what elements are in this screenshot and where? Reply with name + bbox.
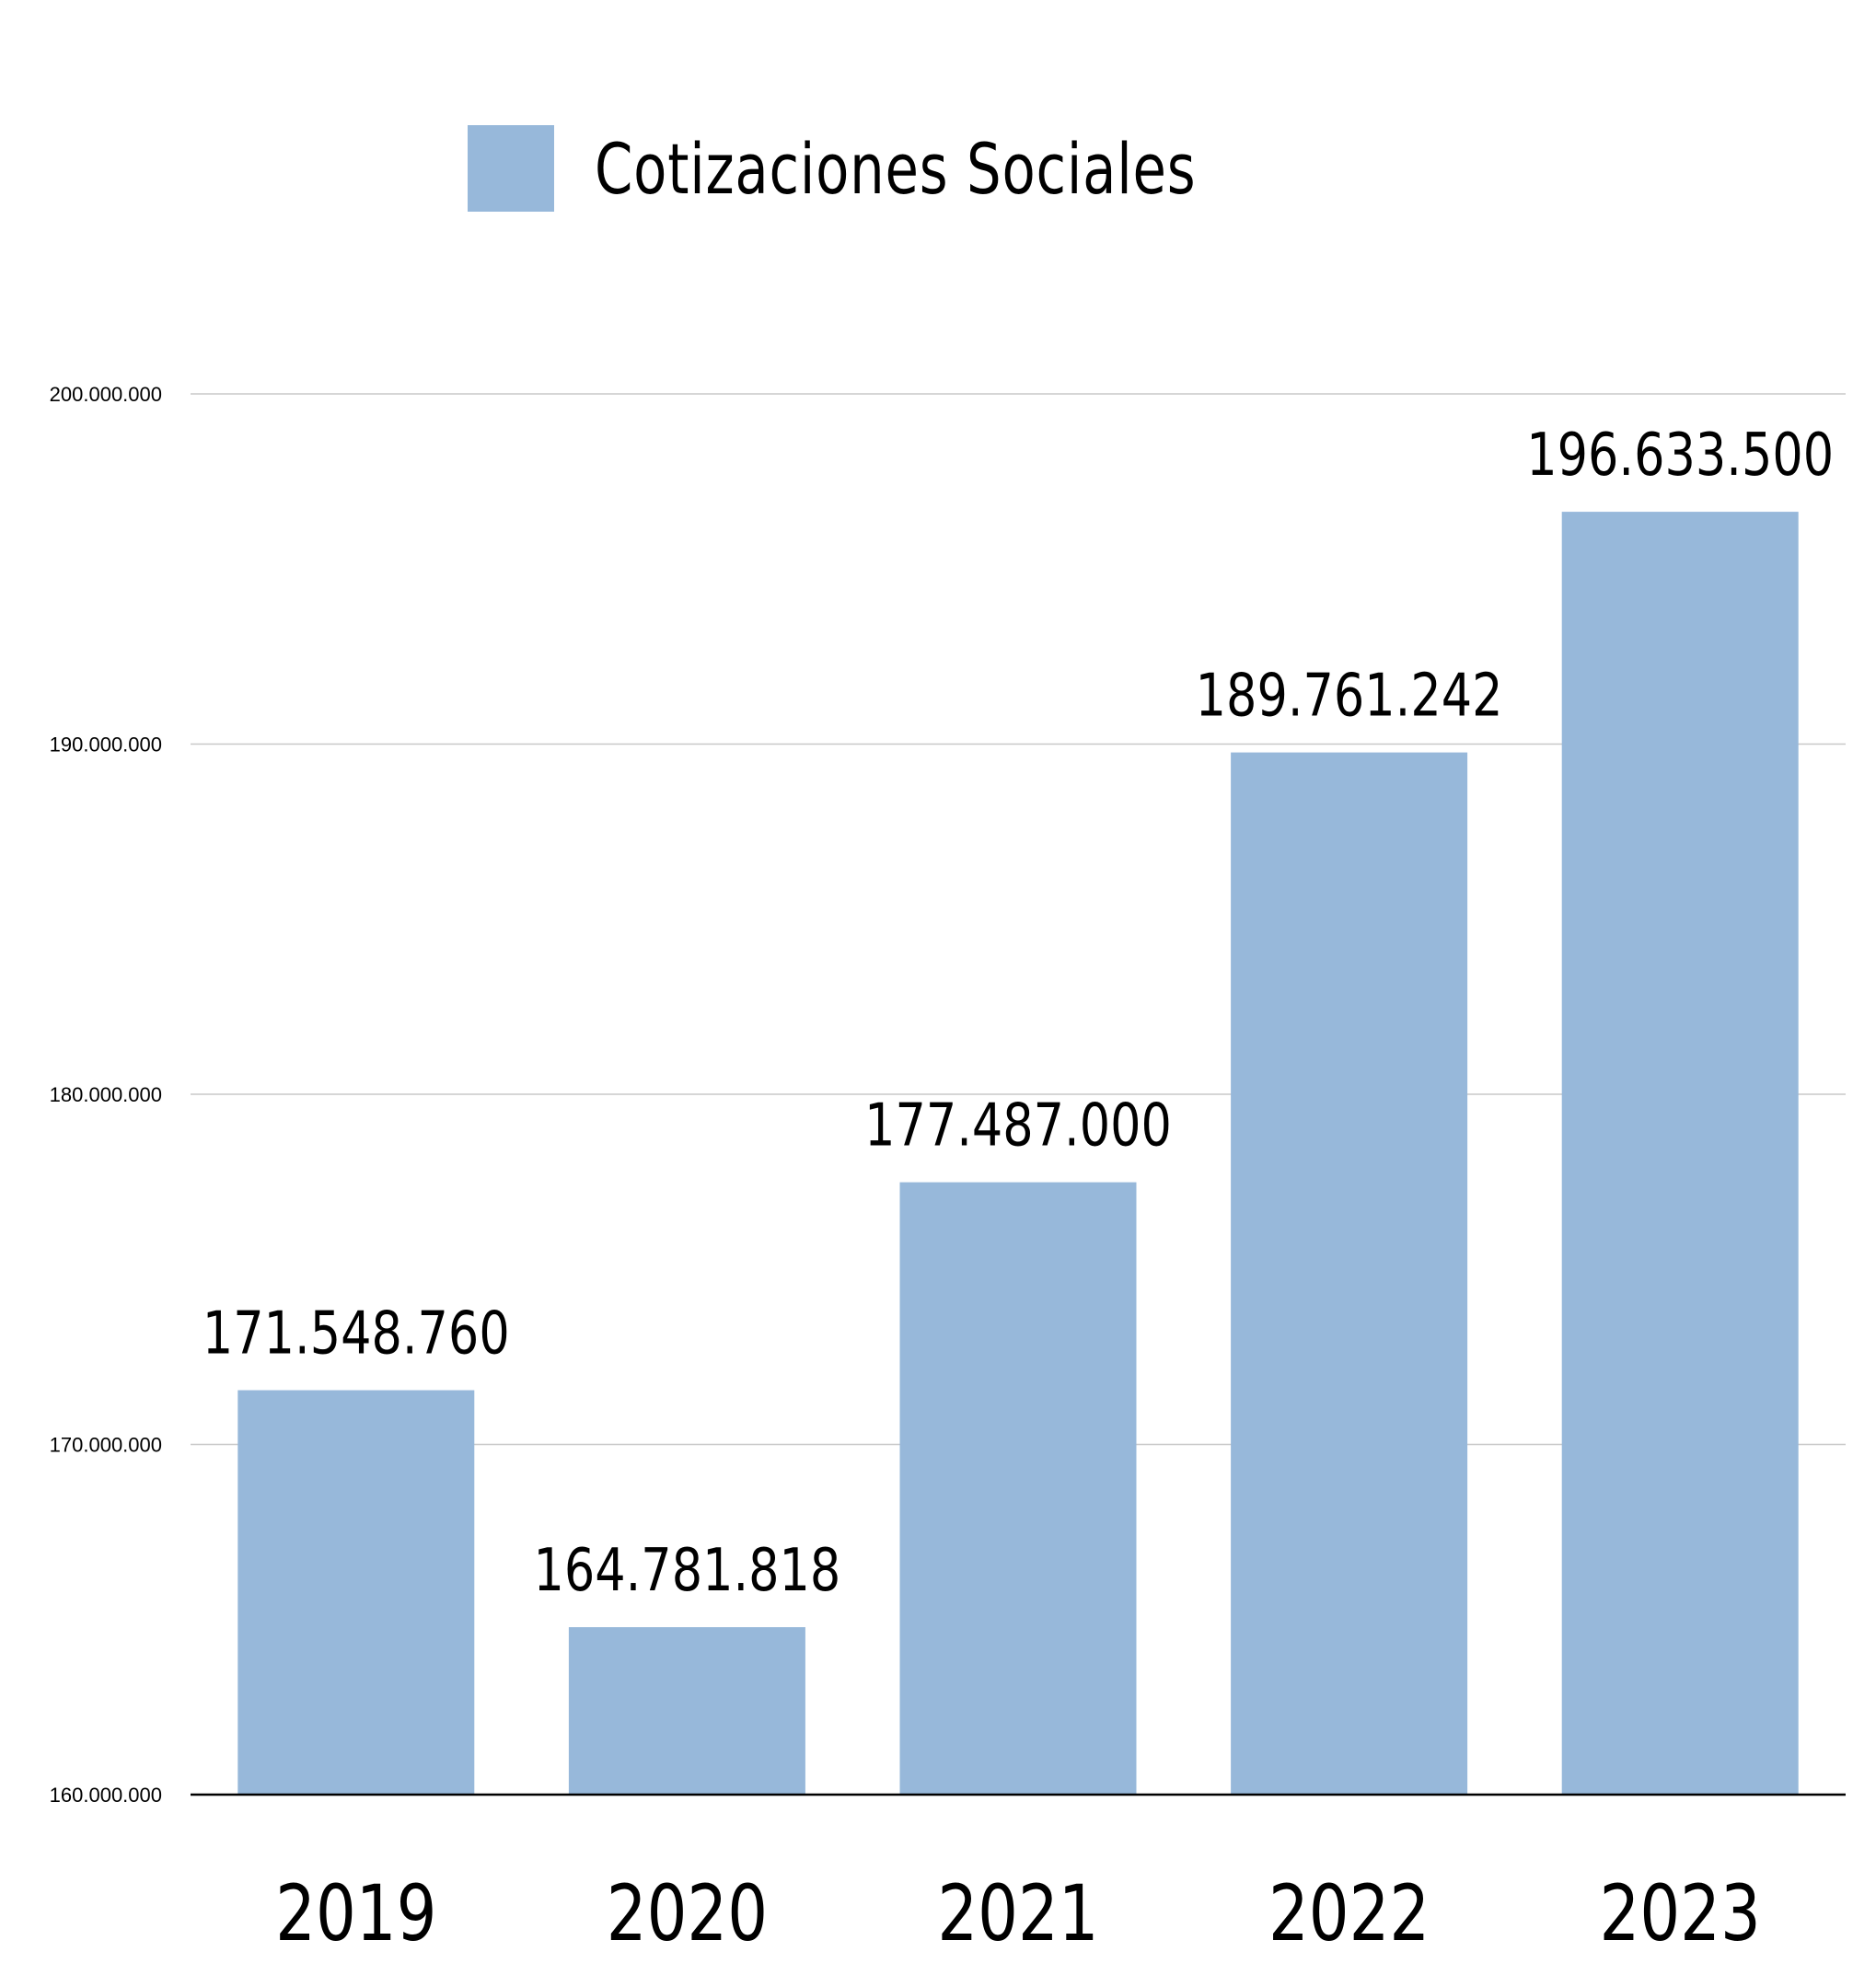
value-labels: 171.548.760 164.781.818 177.487.000 189.761… [203,421,1834,1604]
bar [237,1390,475,1795]
y-tick-label: 170.000.000 [50,1434,162,1457]
x-tick-label: 2019 [275,1869,436,1958]
bar [1561,512,1799,1795]
x-tick-label: 2021 [937,1869,1098,1958]
bars [237,512,1799,1795]
chart-legend: Cotizaciones Sociales [0,125,1876,212]
x-tick-label: 2022 [1268,1869,1430,1958]
data-label: 164.781.818 [533,1536,840,1604]
bar [568,1627,805,1795]
data-label: 177.487.000 [864,1091,1172,1160]
bar [1231,752,1468,1795]
y-tick-label: 200.000.000 [50,383,162,406]
y-tick-label: 160.000.000 [50,1784,162,1807]
data-label: 196.633.500 [1526,421,1834,489]
y-tick-label: 190.000.000 [50,733,162,757]
data-label: 189.761.242 [1196,662,1503,730]
legend-swatch [468,125,555,212]
x-tick-label: 2020 [607,1869,768,1958]
x-tick-label: 2023 [1600,1869,1761,1958]
y-tick-label: 180.000.000 [50,1083,162,1106]
legend-label: Cotizaciones Sociales [595,127,1197,210]
bar [899,1182,1137,1795]
x-axis-tick-labels: 2019 2020 2021 2022 2023 [275,1869,1761,1958]
y-axis-tick-labels: 160.000.000 170.000.000 180.000.000 190.000… [50,383,162,1807]
data-label: 171.548.760 [203,1299,510,1368]
